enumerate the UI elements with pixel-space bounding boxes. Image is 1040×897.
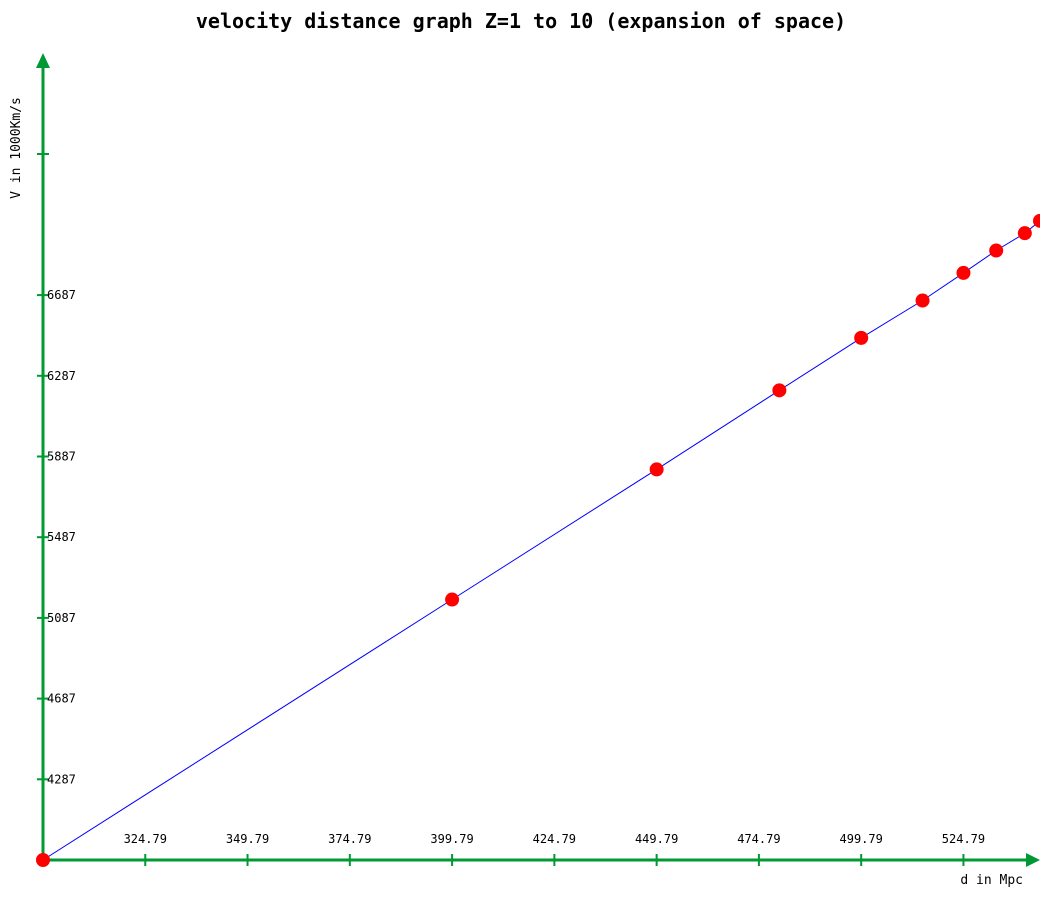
series-line <box>42 220 1040 861</box>
x-tick-label: 499.79 <box>840 832 883 846</box>
x-tick-label: 524.79 <box>942 832 985 846</box>
data-point <box>649 462 664 477</box>
x-tick-label: 324.79 <box>124 832 167 846</box>
data-point <box>915 293 930 308</box>
y-tick-label: 4287 <box>47 772 76 786</box>
data-point <box>445 592 460 607</box>
data-point <box>989 243 1004 258</box>
x-tick-label: 374.79 <box>328 832 371 846</box>
x-tick-label: 449.79 <box>635 832 678 846</box>
y-tick-label: 5087 <box>47 611 76 625</box>
data-point <box>1033 213 1040 228</box>
data-point <box>1017 226 1032 241</box>
y-tick-label: 6687 <box>47 288 76 302</box>
y-axis: 4287 4687 5087 5487 5887 6287 6687 <box>36 53 76 860</box>
data-point <box>36 853 50 867</box>
data-point <box>772 383 787 398</box>
y-tick-label: 5487 <box>47 530 76 544</box>
x-tick-label: 424.79 <box>533 832 576 846</box>
x-axis: 324.79 349.79 374.79 399.79 424.79 449.79 474.… <box>43 832 1040 867</box>
chart-title: velocity distance graph Z=1 to 10 (expan… <box>196 9 846 33</box>
x-tick-label: 474.79 <box>737 832 780 846</box>
series-velocity <box>36 213 1040 867</box>
x-axis-arrow <box>1026 853 1040 867</box>
y-tick-label: 6287 <box>47 369 76 383</box>
y-tick-label: 5887 <box>47 450 76 464</box>
y-axis-arrow <box>36 53 50 68</box>
data-point <box>854 330 869 345</box>
y-axis-label: V in 1000Km/s <box>9 97 24 199</box>
data-point <box>956 265 971 280</box>
x-axis-label: d in Mpc <box>960 873 1023 888</box>
x-tick-label: 399.79 <box>430 832 473 846</box>
x-tick-label: 349.79 <box>226 832 269 846</box>
y-tick-label: 4687 <box>47 692 76 706</box>
